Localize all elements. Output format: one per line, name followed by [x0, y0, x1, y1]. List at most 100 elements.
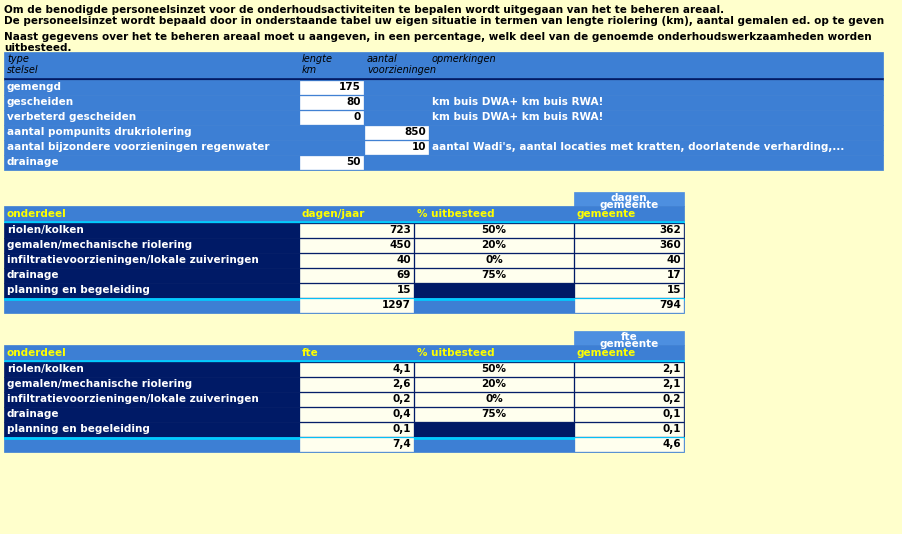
- Bar: [415, 239, 573, 252]
- Bar: [299, 423, 412, 436]
- Text: 0,1: 0,1: [662, 424, 680, 434]
- Text: 80: 80: [346, 97, 361, 107]
- Text: 0%: 0%: [484, 394, 502, 404]
- Text: 0,1: 0,1: [662, 409, 680, 419]
- Bar: [415, 393, 573, 406]
- Bar: [575, 269, 682, 282]
- Text: gescheiden: gescheiden: [7, 97, 74, 107]
- Bar: [299, 156, 363, 169]
- Text: opmerkingen: opmerkingen: [431, 54, 496, 64]
- Text: uitbesteed.: uitbesteed.: [4, 43, 71, 53]
- Bar: [4, 221, 683, 223]
- Bar: [4, 298, 683, 300]
- Bar: [415, 224, 573, 237]
- Text: gemeente: gemeente: [576, 209, 636, 219]
- Bar: [575, 239, 682, 252]
- Text: De personeelsinzet wordt bepaald door in onderstaande tabel uw eigen situatie in: De personeelsinzet wordt bepaald door in…: [4, 16, 883, 26]
- Bar: [575, 363, 682, 376]
- Text: aantal pompunits drukriolering: aantal pompunits drukriolering: [7, 127, 191, 137]
- Text: planning en begeleiding: planning en begeleiding: [7, 285, 150, 295]
- Bar: [4, 110, 882, 125]
- Bar: [575, 378, 682, 391]
- Text: onderdeel: onderdeel: [7, 209, 67, 219]
- Text: 20%: 20%: [481, 379, 506, 389]
- Text: 17: 17: [666, 270, 680, 280]
- Text: drainage: drainage: [7, 270, 60, 280]
- Text: 4,1: 4,1: [392, 364, 410, 374]
- Text: 50%: 50%: [481, 225, 506, 235]
- Text: 75%: 75%: [481, 409, 506, 419]
- Bar: [4, 155, 882, 170]
- Text: 0,4: 0,4: [392, 409, 410, 419]
- Text: 0,2: 0,2: [392, 394, 410, 404]
- Text: 794: 794: [658, 300, 680, 310]
- Text: planning en begeleiding: planning en begeleiding: [7, 424, 150, 434]
- Text: 15: 15: [666, 285, 680, 295]
- Text: lengte: lengte: [301, 54, 333, 64]
- Text: km buis DWA+ km buis RWA!: km buis DWA+ km buis RWA!: [431, 97, 603, 107]
- Text: 175: 175: [339, 82, 361, 92]
- Bar: [415, 423, 573, 436]
- Text: infiltratievoorzieningen/lokale zuiveringen: infiltratievoorzieningen/lokale zuiverin…: [7, 394, 259, 404]
- Bar: [4, 52, 882, 78]
- Bar: [4, 268, 683, 283]
- Bar: [299, 284, 412, 297]
- Bar: [574, 331, 683, 345]
- Bar: [299, 393, 412, 406]
- Bar: [415, 378, 573, 391]
- Bar: [4, 362, 683, 377]
- Bar: [4, 392, 683, 407]
- Bar: [364, 141, 428, 154]
- Bar: [299, 269, 412, 282]
- Bar: [575, 423, 682, 436]
- Bar: [575, 438, 682, 451]
- Text: riolen/kolken: riolen/kolken: [7, 364, 84, 374]
- Bar: [4, 283, 683, 298]
- Text: gemengd: gemengd: [7, 82, 62, 92]
- Text: dagen: dagen: [610, 193, 647, 203]
- Text: gemeente: gemeente: [599, 200, 658, 210]
- Text: verbeterd gescheiden: verbeterd gescheiden: [7, 112, 136, 122]
- Text: gemeente: gemeente: [599, 339, 658, 349]
- Text: 723: 723: [389, 225, 410, 235]
- Bar: [299, 363, 412, 376]
- Text: gemalen/mechanische riolering: gemalen/mechanische riolering: [7, 240, 192, 250]
- Text: 2,1: 2,1: [662, 379, 680, 389]
- Bar: [4, 140, 882, 155]
- Bar: [299, 81, 363, 94]
- Text: type: type: [7, 54, 29, 64]
- Bar: [299, 254, 412, 267]
- Bar: [4, 95, 882, 110]
- Text: aantal Wadi's, aantal locaties met kratten, doorlatende verharding,...: aantal Wadi's, aantal locaties met kratt…: [431, 142, 843, 152]
- Bar: [364, 126, 428, 139]
- Text: fte: fte: [301, 348, 318, 358]
- Text: onderdeel: onderdeel: [7, 348, 67, 358]
- Bar: [4, 80, 882, 95]
- Text: 7,4: 7,4: [391, 439, 410, 449]
- Bar: [4, 437, 683, 439]
- Bar: [299, 438, 412, 451]
- Bar: [299, 224, 412, 237]
- Bar: [575, 393, 682, 406]
- Bar: [4, 345, 683, 360]
- Text: 0: 0: [354, 112, 361, 122]
- Text: % uitbesteed: % uitbesteed: [417, 348, 494, 358]
- Text: % uitbesteed: % uitbesteed: [417, 209, 494, 219]
- Text: 69: 69: [396, 270, 410, 280]
- Text: 20%: 20%: [481, 240, 506, 250]
- Bar: [575, 299, 682, 312]
- Text: 0,2: 0,2: [662, 394, 680, 404]
- Bar: [415, 269, 573, 282]
- Text: stelsel: stelsel: [7, 65, 39, 75]
- Bar: [415, 408, 573, 421]
- Text: 4,6: 4,6: [662, 439, 680, 449]
- Text: riolen/kolken: riolen/kolken: [7, 225, 84, 235]
- Text: 40: 40: [396, 255, 410, 265]
- Text: 2,1: 2,1: [662, 364, 680, 374]
- Text: dagen/jaar: dagen/jaar: [301, 209, 365, 219]
- Text: 40: 40: [666, 255, 680, 265]
- Text: 50%: 50%: [481, 364, 506, 374]
- Text: km: km: [301, 65, 317, 75]
- Bar: [575, 224, 682, 237]
- Text: drainage: drainage: [7, 157, 60, 167]
